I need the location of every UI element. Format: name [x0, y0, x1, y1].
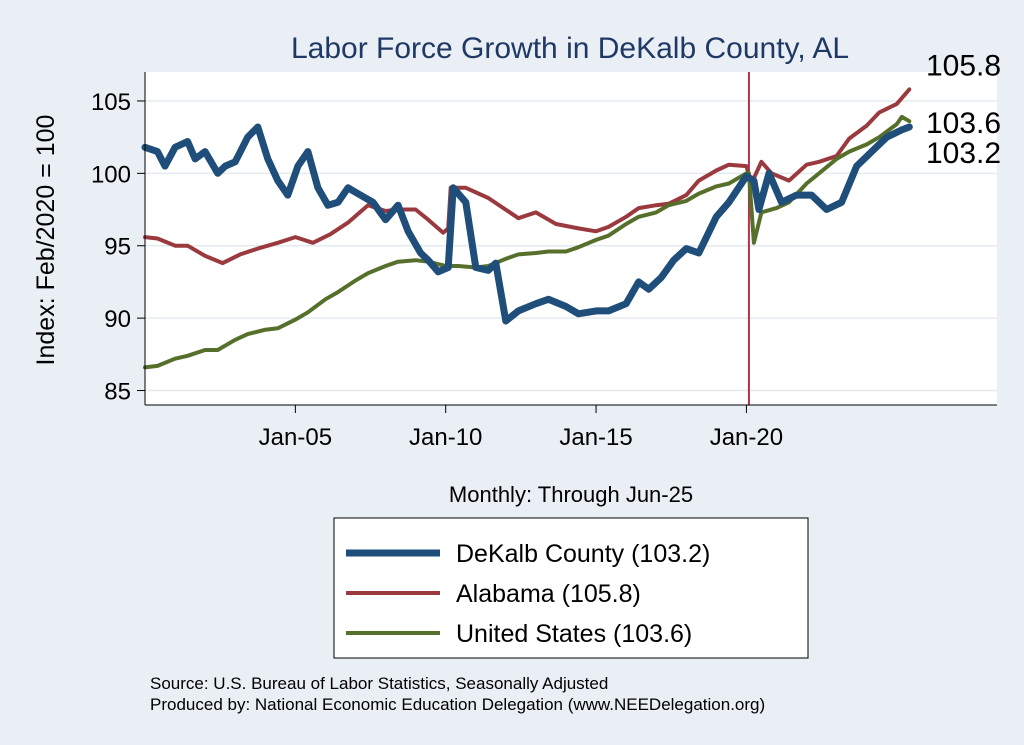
- axes: [144, 72, 997, 406]
- x-tick-label: Jan-10: [409, 424, 482, 451]
- y-axis-title: Index: Feb/2020 = 100: [32, 115, 60, 366]
- legend-label: Alabama (105.8): [456, 580, 641, 608]
- legend-label: DeKalb County (103.2): [456, 540, 710, 568]
- chart-title: Labor Force Growth in DeKalb County, AL: [291, 32, 849, 65]
- producer-note: Produced by: National Economic Education…: [150, 695, 765, 714]
- legend: DeKalb County (103.2) Alabama (105.8) Unit…: [333, 517, 809, 659]
- x-tick-label: Jan-15: [559, 424, 632, 451]
- y-tick-label: 100: [91, 161, 131, 188]
- source-note: Source: U.S. Bureau of Labor Statistics,…: [150, 674, 608, 693]
- y-tick-label: 85: [104, 379, 131, 406]
- x-axis-ticks: Jan-05 Jan-10 Jan-15 Jan-20: [259, 405, 783, 451]
- y-tick-label: 105: [91, 89, 131, 116]
- y-axis-ticks: 85 90 95 100 105: [91, 89, 145, 406]
- y-tick-label: 95: [104, 234, 131, 261]
- x-tick-label: Jan-20: [710, 424, 783, 451]
- legend-label: United States (103.6): [456, 620, 692, 648]
- end-value-label: 103.6: [926, 107, 1001, 140]
- x-tick-label: Jan-05: [259, 424, 332, 451]
- y-tick-label: 90: [104, 306, 131, 333]
- series-lines: [141, 87, 913, 370]
- end-value-label: 105.8: [926, 49, 1001, 82]
- series-line: [141, 123, 913, 325]
- grid-lines: [145, 100, 997, 392]
- end-value-label: 103.2: [926, 137, 1001, 170]
- x-axis-title: Monthly: Through Jun-25: [449, 482, 693, 507]
- series-line: [143, 87, 912, 266]
